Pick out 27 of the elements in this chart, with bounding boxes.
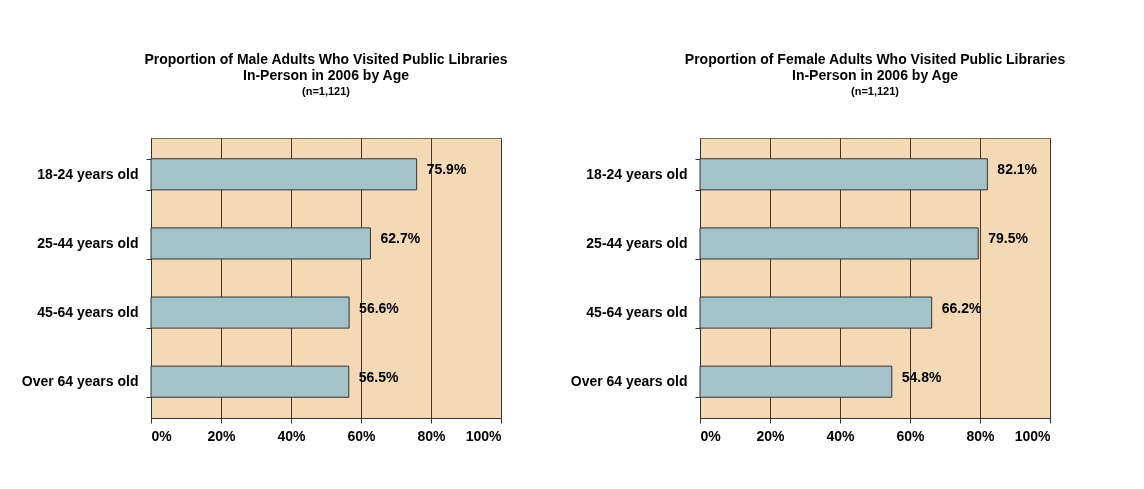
- data-label: 62.7%: [380, 230, 421, 247]
- y-tick-label: 45-64 years old: [586, 304, 688, 321]
- x-tick-label: 0%: [700, 427, 722, 444]
- x-tick-label: 40%: [826, 427, 856, 444]
- y-tick-label: Over 64 years old: [21, 373, 139, 390]
- x-tick-label: 40%: [277, 427, 307, 444]
- y-tick-label: 18-24 years old: [586, 165, 688, 182]
- x-tick-label: 20%: [207, 427, 237, 444]
- chart-title: Proportion of Female Adults Who Visited Public Libraries In-Person in 2006 by Age: [684, 51, 1066, 83]
- data-label: 82.1%: [997, 161, 1038, 178]
- chart-subtitle: (n=1,121): [302, 85, 351, 97]
- x-tick-label: 100%: [465, 427, 503, 444]
- data-label: 79.5%: [988, 230, 1029, 247]
- y-tick-label: 18-24 years old: [37, 165, 139, 182]
- x-tick-label: 60%: [896, 427, 926, 444]
- y-tick-label: 25-44 years old: [37, 234, 139, 251]
- y-tick-label: 25-44 years old: [586, 234, 688, 251]
- y-tick-label: 45-64 years old: [37, 304, 139, 321]
- chart-title: Proportion of Male Adults Who Visited Public Libraries In-Person in 2006 by Age: [144, 51, 508, 83]
- x-tick-label: 20%: [756, 427, 786, 444]
- x-tick-label: 100%: [1014, 427, 1052, 444]
- x-tick-label: 60%: [347, 427, 377, 444]
- chart-subtitle: (n=1,121): [851, 85, 900, 97]
- y-tick-label: Over 64 years old: [570, 373, 688, 390]
- x-tick-label: 80%: [966, 427, 996, 444]
- x-tick-label: 80%: [417, 427, 447, 444]
- x-tick-label: 0%: [151, 427, 173, 444]
